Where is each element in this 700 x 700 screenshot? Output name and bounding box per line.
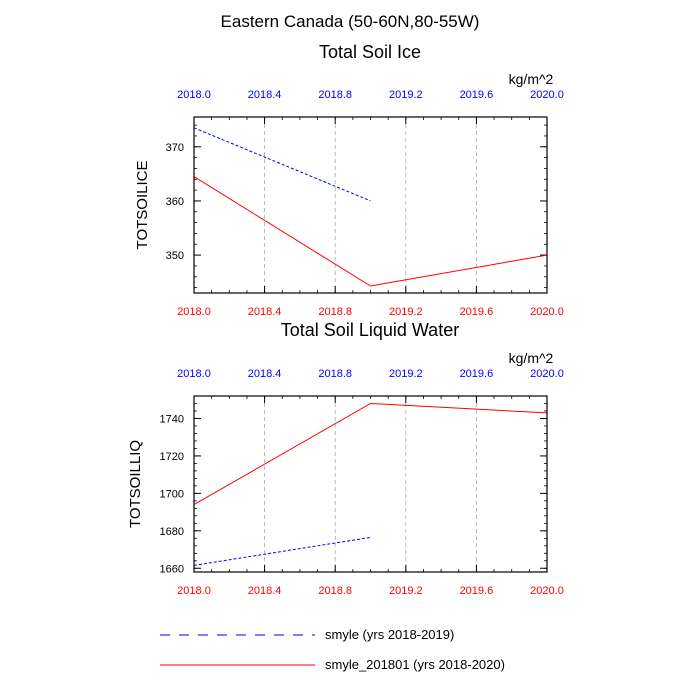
y-tick-label: 1680 bbox=[160, 526, 184, 538]
x-tick-label-top: 2020.0 bbox=[530, 89, 564, 101]
main-title: Eastern Canada (50-60N,80-55W) bbox=[221, 12, 480, 31]
x-tick-label-top: 2019.6 bbox=[460, 89, 494, 101]
series-line-smyle-201801 bbox=[193, 402, 548, 506]
plot-frame bbox=[193, 116, 548, 294]
x-tick-label: 2020.0 bbox=[530, 585, 564, 597]
x-tick-label-top: 2018.0 bbox=[177, 89, 211, 101]
legend: smyle (yrs 2018-2019) smyle_201801 (yrs … bbox=[160, 627, 505, 672]
chart-panel-soil-ice: Total Soil Ice kg/m^2 TOTSOILICE 2018.0 2… bbox=[134, 42, 564, 318]
panel-title: Total Soil Ice bbox=[319, 42, 421, 62]
x-tick-label-top: 2019.2 bbox=[389, 89, 423, 101]
x-tick-label: 2019.2 bbox=[389, 306, 423, 318]
x-tick-label: 2019.6 bbox=[460, 585, 494, 597]
y-tick-label: 370 bbox=[166, 142, 184, 154]
y-axis-label: TOTSOILICE bbox=[134, 161, 151, 250]
x-tick-label: 2018.8 bbox=[318, 585, 352, 597]
x-tick-label-top: 2019.2 bbox=[389, 368, 423, 380]
y-tick-label: 1660 bbox=[160, 563, 184, 575]
x-tick-label-top: 2020.0 bbox=[530, 368, 564, 380]
x-tick-label-top: 2018.4 bbox=[248, 89, 282, 101]
y-tick-label: 1740 bbox=[160, 413, 184, 425]
x-tick-label: 2020.0 bbox=[530, 306, 564, 318]
x-tick-label: 2018.8 bbox=[318, 306, 352, 318]
series-line-smyle-201801 bbox=[193, 176, 548, 287]
panel-title: Total Soil Liquid Water bbox=[281, 320, 459, 340]
x-tick-label-top: 2018.8 bbox=[318, 89, 352, 101]
x-tick-label: 2019.6 bbox=[460, 306, 494, 318]
x-tick-label-top: 2018.8 bbox=[318, 368, 352, 380]
units-label: kg/m^2 bbox=[509, 350, 554, 366]
x-tick-label: 2018.4 bbox=[248, 306, 282, 318]
x-tick-label: 2018.0 bbox=[177, 585, 211, 597]
x-tick-label-top: 2018.0 bbox=[177, 368, 211, 380]
y-tick-label: 350 bbox=[166, 250, 184, 262]
y-axis-label: TOTSOILLIQ bbox=[127, 440, 144, 528]
y-tick-label: 1700 bbox=[160, 488, 184, 500]
x-tick-label-top: 2019.6 bbox=[460, 368, 494, 380]
x-tick-label: 2018.0 bbox=[177, 306, 211, 318]
series-line-smyle bbox=[193, 127, 371, 202]
y-tick-label: 360 bbox=[166, 196, 184, 208]
x-tick-label: 2018.4 bbox=[248, 585, 282, 597]
x-tick-label: 2019.2 bbox=[389, 585, 423, 597]
y-tick-label: 1720 bbox=[160, 451, 184, 463]
legend-label-smyle-201801: smyle_201801 (yrs 2018-2020) bbox=[325, 657, 505, 672]
series-line-smyle bbox=[193, 536, 371, 566]
units-label: kg/m^2 bbox=[509, 71, 554, 87]
plot-frame bbox=[193, 395, 548, 573]
chart-panel-soil-liquid: Total Soil Liquid Water kg/m^2 TOTSOILLI… bbox=[127, 320, 564, 597]
x-tick-label-top: 2018.4 bbox=[248, 368, 282, 380]
legend-label-smyle: smyle (yrs 2018-2019) bbox=[325, 627, 454, 642]
